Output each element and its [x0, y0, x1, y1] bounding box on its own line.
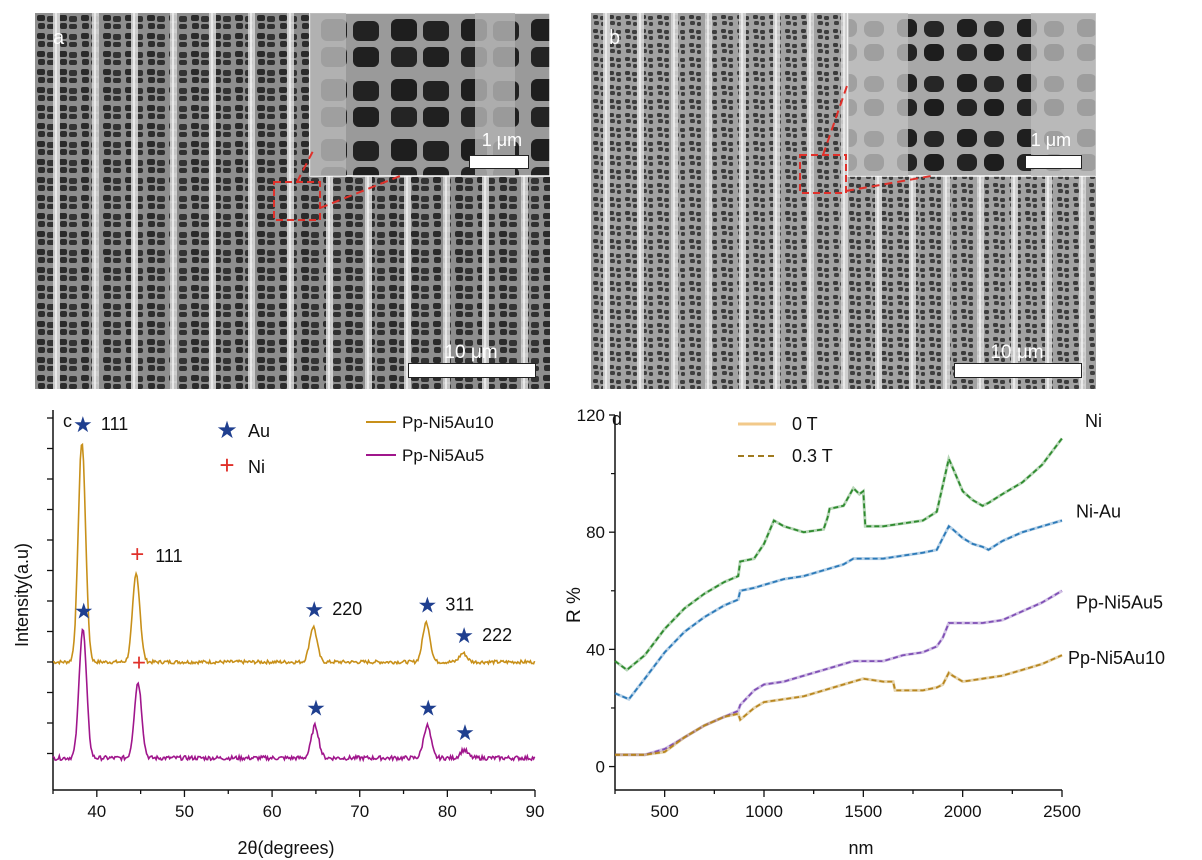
sem-ridge-highlight	[133, 13, 135, 389]
sem-ridge-highlight	[1047, 13, 1049, 389]
sem-panel-b: b 1 μm 10 μm	[591, 13, 1096, 389]
peak-index-label: 111	[101, 414, 128, 434]
reflectance-x-axis-label: nm	[848, 838, 873, 858]
reflectance-x-tick-label: 500	[650, 802, 678, 821]
ni-plus-marker: +	[130, 541, 144, 568]
reflectance-legend-label: 0 T	[792, 414, 818, 434]
inset-scale-label-b: 1 μm	[1030, 130, 1072, 150]
sem-ridge-highlight	[877, 13, 879, 389]
xrd-x-tick-label: 40	[87, 802, 106, 821]
sem-ridge-highlight	[911, 13, 913, 389]
reflectance-x-tick-label: 1500	[844, 802, 882, 821]
ni-legend-plus: +	[219, 450, 234, 480]
xrd-series-line	[52, 442, 536, 666]
sem-ridge-highlight	[1081, 13, 1083, 389]
au-star-marker: ★	[304, 597, 324, 622]
panel-d-letter: d	[612, 409, 622, 429]
au-star-marker: ★	[455, 720, 475, 745]
reflectance-y-tick-label: 120	[577, 406, 605, 425]
reflectance-y-tick-label: 40	[586, 640, 605, 659]
marker-legend-label: Ni	[248, 457, 265, 477]
au-legend-star: ★	[216, 417, 238, 444]
xrd-y-axis-label: Intensity(a.u)	[12, 543, 32, 647]
peak-index-label: 311	[445, 594, 474, 614]
xrd-series-line	[52, 628, 536, 763]
reflectance-legend-label: 0.3 T	[792, 446, 833, 466]
sem-ridge-highlight	[406, 13, 408, 389]
sem-ridge-highlight	[639, 13, 641, 389]
series-end-label: Ni	[1085, 411, 1102, 431]
sem-ridge-highlight	[741, 13, 743, 389]
sem-ridge-highlight	[1013, 13, 1015, 389]
reflectance-x-tick-label: 2500	[1043, 802, 1081, 821]
reflectance-x-tick-label: 2000	[944, 802, 982, 821]
sem-ridge-highlight	[707, 13, 709, 389]
series-end-label: Pp-Ni5Au10	[1068, 648, 1165, 668]
series-end-label: Ni-Au	[1076, 502, 1121, 522]
xrd-x-axis-label: 2θ(degrees)	[237, 838, 334, 858]
sem-ridge-highlight	[484, 13, 486, 389]
sem-ridge-highlight	[172, 13, 174, 389]
peak-index-label: 222	[482, 625, 512, 645]
au-star-marker: ★	[306, 696, 326, 721]
sem-ridge-highlight	[775, 13, 777, 389]
sem-ridge-highlight	[250, 13, 252, 389]
sem-ridge-highlight	[211, 13, 213, 389]
marker-legend-label: Au	[248, 421, 270, 441]
sem-panel-a: a 1 μm 10 μm	[35, 13, 550, 389]
reflectance-y-tick-label: 80	[586, 523, 605, 542]
xrd-x-tick-label: 50	[175, 802, 194, 821]
panel-b-letter: b	[609, 27, 621, 49]
sem-ridge-highlight	[605, 13, 607, 389]
series-legend-label: Pp-Ni5Au5	[402, 446, 484, 465]
sem-ridge-highlight	[979, 13, 981, 389]
sem-ridge-highlight	[523, 13, 525, 389]
series-end-label: Pp-Ni5Au5	[1076, 593, 1163, 613]
sem-ridge-highlight	[289, 13, 291, 389]
reflectance-chart: 0 40 80 120 500 1000 1500 2000 2500 Ni Ni-Au Pp-Ni…	[564, 406, 1165, 858]
main-scale-label-a: 10 μm	[444, 342, 498, 363]
xrd-chart: 40 50 60 70 80 90 ★ 111 + 111 ★ 220 ★ 311 ★ 222 ★ + ★ ★ ★ ★…	[12, 410, 545, 858]
reflectance-line-03T	[615, 590, 1063, 756]
inset-scale-bar-a	[469, 155, 529, 169]
au-star-marker: ★	[418, 696, 438, 721]
au-star-marker: ★	[73, 412, 93, 437]
au-star-marker: ★	[74, 598, 94, 623]
au-star-marker: ★	[417, 592, 437, 617]
inset-scale-bar-b	[1025, 155, 1082, 169]
reflectance-y-tick-label: 0	[596, 758, 605, 777]
sem-ridge-highlight	[843, 13, 845, 389]
panel-c-letter: c	[63, 411, 72, 431]
xrd-x-tick-label: 90	[526, 802, 545, 821]
au-star-marker: ★	[454, 623, 474, 648]
main-scale-bar-b	[954, 363, 1082, 378]
reflectance-line-03T	[614, 519, 1063, 701]
sem-ridge-highlight	[94, 13, 96, 389]
sem-ridge-highlight	[445, 13, 447, 389]
sem-ridge-highlight	[673, 13, 675, 389]
reflectance-line-0T	[615, 653, 1063, 757]
main-scale-label-b: 10 μm	[990, 342, 1044, 363]
reflectance-x-tick-label: 1000	[745, 802, 783, 821]
sem-image-a	[35, 13, 550, 389]
panel-a-letter: a	[53, 27, 65, 49]
xrd-x-tick-label: 80	[438, 802, 457, 821]
reflectance-line-03T	[614, 437, 1063, 672]
reflectance-line-0T	[615, 589, 1063, 757]
sem-ridge-highlight	[809, 13, 811, 389]
sem-ridge-highlight	[367, 13, 369, 389]
sem-image-b	[591, 13, 1096, 389]
xrd-x-tick-label: 70	[350, 802, 369, 821]
peak-index-label: 220	[332, 599, 362, 619]
reflectance-y-axis-label: R %	[564, 587, 585, 623]
xrd-x-tick-label: 60	[263, 802, 282, 821]
series-legend-label: Pp-Ni5Au10	[402, 413, 494, 432]
inset-scale-label-a: 1 μm	[481, 130, 523, 150]
sem-ridge-highlight	[945, 13, 947, 389]
peak-index-label: 111	[155, 546, 182, 566]
sem-ridge-highlight	[328, 13, 330, 389]
sem-ridge-highlight	[55, 13, 57, 389]
ni-plus-marker: +	[132, 649, 146, 676]
main-scale-bar-a	[408, 363, 536, 378]
